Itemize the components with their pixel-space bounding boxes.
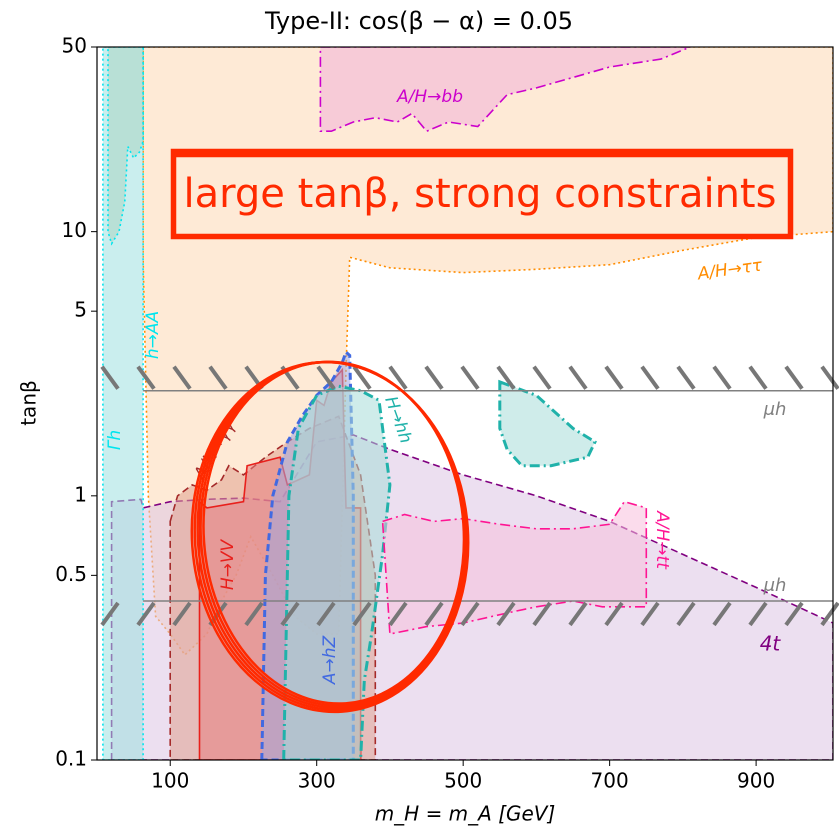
hatch-stroke (460, 601, 480, 627)
hatch-stroke (208, 365, 228, 390)
hatch-stroke (424, 365, 444, 390)
hatch-stroke (460, 365, 480, 390)
exclusion-region (107, 47, 144, 246)
y-tick-label: 10 (62, 218, 87, 242)
hatch-stroke (676, 365, 696, 390)
annotation-box (173, 154, 791, 237)
x-axis-label: m_H = m_A [GeV] (375, 802, 556, 826)
hatch-stroke (820, 601, 839, 627)
y-tick-label: 50 (62, 34, 87, 58)
region-label: A/H→tt (652, 510, 672, 570)
x-tick-label: 300 (298, 769, 336, 793)
region-label: h→AA (143, 311, 163, 359)
hatch-stroke (100, 601, 120, 627)
y-tick-label: 5 (74, 298, 87, 322)
hatch-stroke (424, 601, 444, 627)
region-label: A→hZ (320, 636, 340, 686)
hatch-stroke (496, 365, 516, 390)
x-tick-label: 900 (737, 769, 775, 793)
region-label: μh (763, 575, 787, 596)
annotation: large tanβ, strong constraints (170, 148, 794, 714)
chart-title: Type-II: cos(β − α) = 0.05 (264, 7, 573, 35)
annotation-text: large tanβ, strong constraints (184, 171, 777, 217)
region-label: H→VV (218, 538, 238, 590)
hatch-stroke (352, 365, 372, 390)
x-tick-label: 100 (151, 769, 189, 793)
y-tick-label: 1 (74, 482, 87, 506)
hatch-stroke (316, 365, 336, 390)
y-tick-label: 0.5 (55, 562, 87, 586)
hatch-stroke (100, 365, 120, 390)
hatch-stroke (784, 365, 804, 390)
hatch-stroke (676, 601, 696, 627)
hatch-stroke (604, 365, 624, 390)
region-label: 4t (760, 632, 782, 656)
hatch-stroke (532, 601, 552, 627)
exclusion-region (282, 379, 597, 760)
hatch-stroke (748, 365, 768, 390)
hatch-stroke (712, 601, 732, 627)
highlight-ellipse (202, 360, 466, 705)
hatch-stroke (784, 601, 804, 627)
x-tick-label: 500 (444, 769, 482, 793)
x-tick-label: 700 (591, 769, 629, 793)
hatch-stroke (496, 601, 516, 627)
hatch-stroke (244, 601, 264, 627)
hatch-stroke (820, 365, 839, 390)
y-tick-label: 0.1 (55, 747, 87, 771)
hatch-stroke (136, 601, 156, 627)
exclusion-region (319, 47, 691, 133)
region-label: A/H→bb (396, 87, 463, 107)
hatch-stroke (748, 601, 768, 627)
hatch-stroke (568, 601, 588, 627)
region-label: Γh (105, 430, 125, 450)
hatch-stroke (388, 365, 408, 390)
hatch (100, 365, 839, 390)
hatch-stroke (136, 365, 156, 390)
hatch-stroke (532, 365, 552, 390)
plot-area (102, 47, 833, 760)
hatch-stroke (388, 601, 408, 627)
region-label: H→hh (380, 394, 415, 446)
region-label: μh (763, 399, 787, 420)
hatch-stroke (172, 601, 192, 627)
hatch-stroke (316, 601, 336, 627)
hatch-stroke (280, 601, 300, 627)
hatch-stroke (640, 601, 660, 627)
plot-frame (96, 46, 834, 761)
hatch-stroke (604, 601, 624, 627)
hatch-stroke (568, 365, 588, 390)
region-label: A/H→ττ (696, 255, 765, 284)
hatch-stroke (712, 365, 732, 390)
hatch-stroke (172, 365, 192, 390)
hatch-stroke (640, 365, 660, 390)
hatch-stroke (352, 601, 372, 627)
hatch (100, 601, 839, 627)
y-axis-label: tanβ (17, 380, 41, 426)
